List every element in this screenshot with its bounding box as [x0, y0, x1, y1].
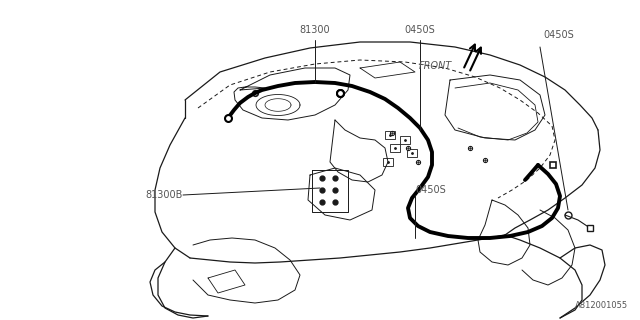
Bar [400, 136, 410, 144]
Text: 0450S: 0450S [404, 25, 435, 35]
Text: 0450S: 0450S [415, 185, 445, 195]
Bar [407, 149, 417, 157]
Text: 81300B: 81300B [146, 190, 183, 200]
Bar [385, 131, 395, 139]
Text: 81300: 81300 [300, 25, 330, 35]
Bar [390, 144, 400, 152]
Text: A812001055: A812001055 [575, 301, 628, 310]
Bar [383, 158, 393, 166]
Text: FRONT: FRONT [419, 61, 452, 71]
Text: 0450S: 0450S [543, 30, 573, 40]
